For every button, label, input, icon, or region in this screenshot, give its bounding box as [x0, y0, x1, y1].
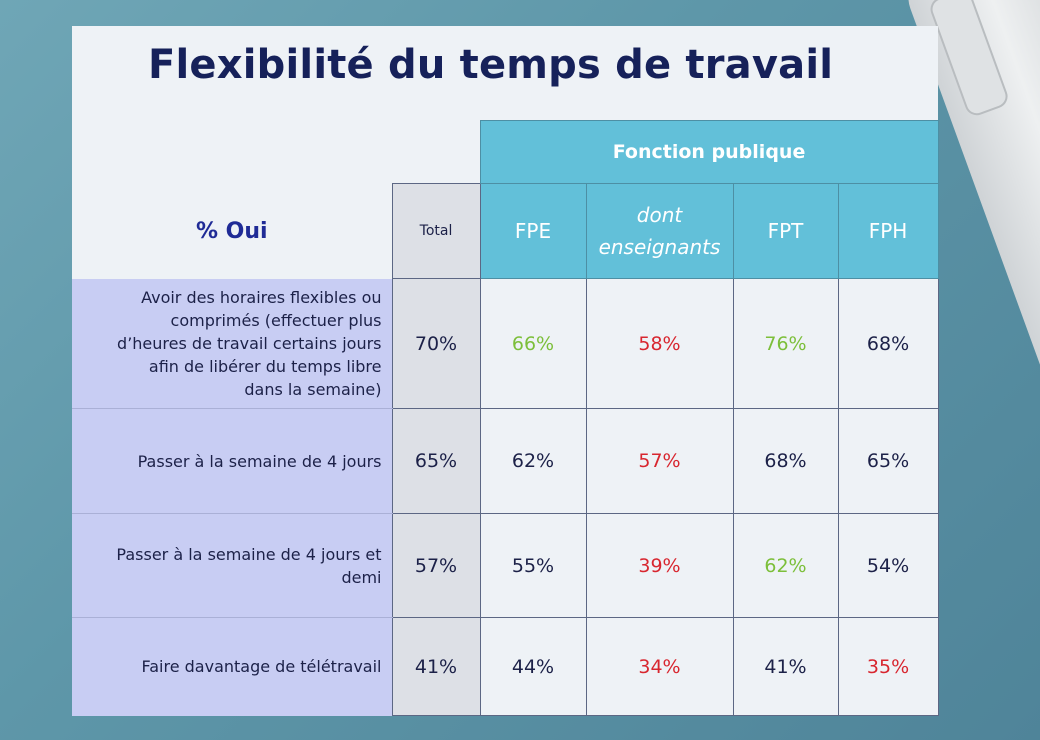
column-header-enseignants-line2: enseignants	[598, 235, 721, 259]
value-cell-enseignants: 34%	[585, 617, 734, 716]
column-header-fph: FPH	[837, 183, 939, 279]
row-label-line: comprimés (effectuer plus	[170, 310, 382, 330]
row-label-line: Passer à la semaine de 4 jours et	[116, 544, 382, 564]
row-label-line: demi	[341, 567, 382, 587]
results-table: Fonction publique % Oui Total FPE dont e…	[72, 120, 939, 716]
row-label: Passer à la semaine de 4 jours	[72, 408, 392, 514]
value-cell-fpt: 62%	[732, 513, 839, 618]
slide: Flexibilité du temps de travail Fonction…	[72, 26, 939, 716]
value-cell-enseignants: 58%	[585, 278, 734, 409]
column-header-fpt: FPT	[732, 183, 839, 279]
column-header-total: Total	[391, 183, 481, 279]
row-label-line: dans la semaine)	[244, 379, 382, 399]
value-cell-fph: 65%	[837, 408, 939, 514]
row-label: Passer à la semaine de 4 jours et demi	[72, 513, 392, 618]
group-header-row: Fonction publique	[72, 120, 939, 184]
row-label-line: afin de libérer du temps libre	[148, 356, 382, 376]
value-cell-fph: 54%	[837, 513, 939, 618]
row-label: Faire davantage de télétravail	[72, 617, 392, 716]
row-label: Avoir des horaires flexibles ou comprimé…	[72, 278, 392, 409]
column-header-enseignants: dont enseignants	[585, 183, 734, 279]
column-header-fpe: FPE	[479, 183, 587, 279]
value-cell-total: 41%	[391, 617, 481, 716]
row-label-line: Avoir des horaires flexibles ou	[141, 287, 382, 307]
value-cell-fpt: 76%	[732, 278, 839, 409]
value-cell-enseignants: 57%	[585, 408, 734, 514]
page-title: Flexibilité du temps de travail	[148, 42, 834, 88]
column-header-row: % Oui Total FPE dont enseignants FPT FPH	[72, 183, 939, 279]
value-cell-fpe: 66%	[479, 278, 587, 409]
table-row: Passer à la semaine de 4 jours 65% 62% 5…	[72, 408, 939, 514]
value-cell-total: 57%	[391, 513, 481, 618]
table-row: Avoir des horaires flexibles ou comprimé…	[72, 278, 939, 409]
value-cell-fpt: 41%	[732, 617, 839, 716]
row-label-line: d’heures de travail certains jours	[117, 333, 382, 353]
value-cell-total: 70%	[391, 278, 481, 409]
value-cell-fph: 35%	[837, 617, 939, 716]
table-row: Faire davantage de télétravail 41% 44% 3…	[72, 617, 939, 716]
value-cell-fpe: 62%	[479, 408, 587, 514]
oui-label: % Oui	[72, 183, 392, 279]
table-row: Passer à la semaine de 4 jours et demi 5…	[72, 513, 939, 618]
value-cell-fph: 68%	[837, 278, 939, 409]
value-cell-enseignants: 39%	[585, 513, 734, 618]
value-cell-total: 65%	[391, 408, 481, 514]
value-cell-fpt: 68%	[732, 408, 839, 514]
value-cell-fpe: 55%	[479, 513, 587, 618]
value-cell-fpe: 44%	[479, 617, 587, 716]
row-label-line: Passer à la semaine de 4 jours	[137, 451, 382, 471]
group-header: Fonction publique	[479, 120, 939, 184]
row-label-line: Faire davantage de télétravail	[141, 657, 382, 677]
column-header-enseignants-line1: dont	[636, 203, 683, 227]
